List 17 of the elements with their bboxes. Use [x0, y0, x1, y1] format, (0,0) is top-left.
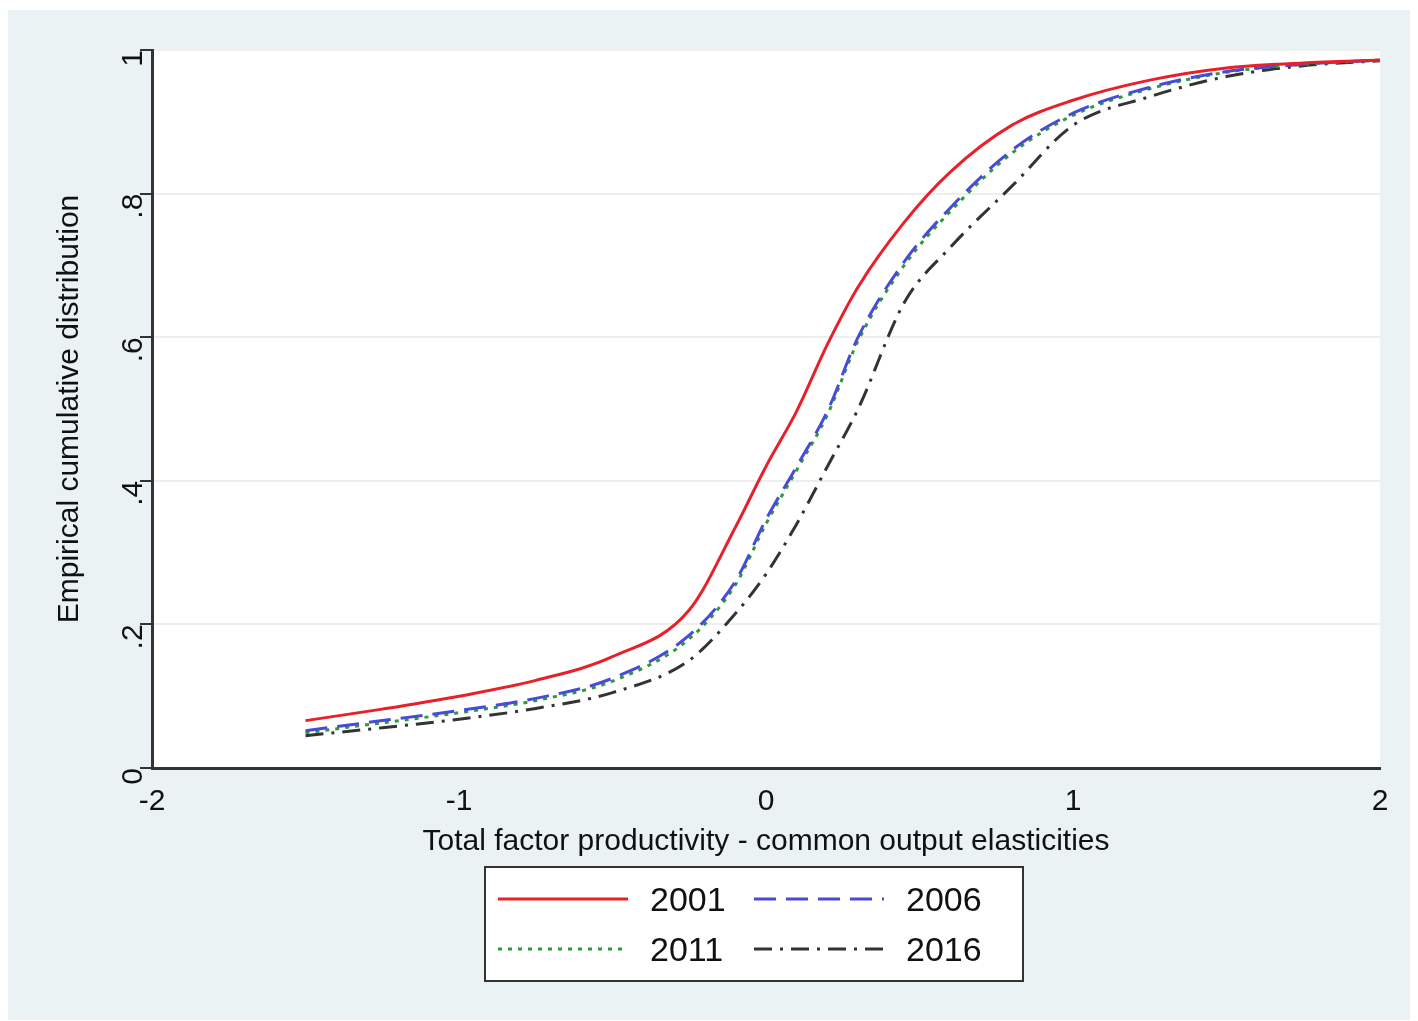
y-tick-label: .6 [115, 337, 149, 363]
y-tick-label: 1 [115, 50, 149, 67]
x-tick-label: -1 [445, 783, 473, 817]
x-axis-title: Total factor productivity - common output elasticities [422, 823, 1110, 857]
y-axis-title: Empirical cumulative distribution [51, 194, 85, 624]
x-tick-label: 0 [757, 783, 775, 817]
legend-label: 2016 [906, 929, 982, 969]
x-tick-label: -2 [138, 783, 166, 817]
x-tick-label: 1 [1064, 783, 1082, 817]
y-tick-label: .2 [115, 624, 149, 650]
y-tick-label: .4 [115, 480, 149, 506]
legend-label: 2011 [650, 929, 724, 969]
legend-label: 2001 [650, 879, 726, 919]
y-tick-label: 0 [115, 768, 149, 785]
x-tick-label: 2 [1371, 783, 1389, 817]
y-tick-label: .8 [115, 193, 149, 219]
legend-label: 2006 [906, 879, 982, 919]
